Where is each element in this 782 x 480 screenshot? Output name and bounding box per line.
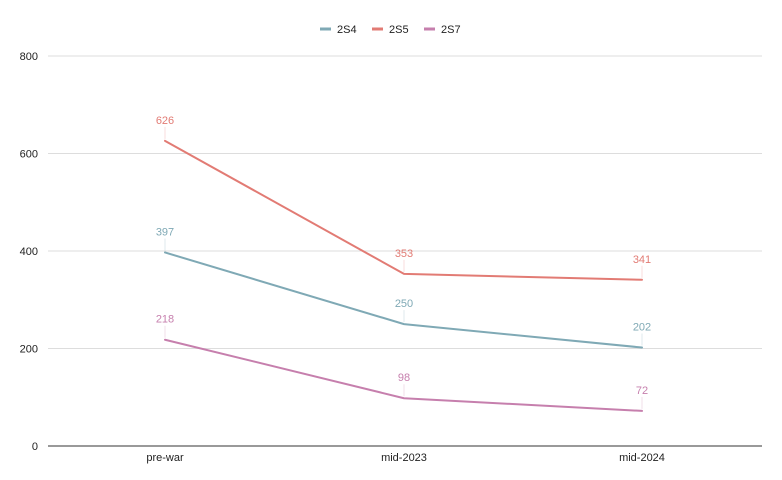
data-label-2S4-pre-war: 397 bbox=[156, 226, 174, 238]
y-tick-label-200: 200 bbox=[20, 344, 38, 356]
x-axis: pre-war mid-2023 mid-2024 bbox=[48, 445, 762, 464]
y-tick-label-0: 0 bbox=[32, 441, 38, 453]
series-lines bbox=[164, 139, 643, 412]
data-label-2S5-pre-war: 626 bbox=[156, 115, 174, 127]
y-tick-label-400: 400 bbox=[20, 246, 38, 258]
series-line-2S4 bbox=[164, 251, 643, 349]
x-tick-label-pre-war: pre-war bbox=[146, 452, 184, 464]
legend-label-2S7: 2S7 bbox=[441, 24, 461, 36]
data-label-2S5-mid-2023: 353 bbox=[395, 248, 413, 260]
series-line-2S5 bbox=[164, 139, 643, 281]
data-label-2S7-mid-2023: 98 bbox=[398, 372, 410, 384]
y-tick-label-600: 600 bbox=[20, 149, 38, 161]
legend-label-2S5: 2S5 bbox=[389, 24, 409, 36]
data-labels: 397 250 202 626 353 341 218 98 72 bbox=[156, 115, 651, 409]
y-gridlines bbox=[48, 55, 762, 349]
y-axis: 0 200 400 600 800 bbox=[20, 51, 38, 453]
legend-label-2S4: 2S4 bbox=[337, 24, 357, 36]
data-label-2S4-mid-2024: 202 bbox=[633, 322, 651, 334]
data-label-2S5-mid-2024: 341 bbox=[633, 254, 651, 266]
y-tick-label-800: 800 bbox=[20, 51, 38, 63]
series-line-2S7 bbox=[164, 338, 643, 412]
data-label-2S4-mid-2023: 250 bbox=[395, 298, 413, 310]
x-tick-label-mid-2023: mid-2023 bbox=[381, 452, 427, 464]
x-tick-label-mid-2024: mid-2024 bbox=[619, 452, 665, 464]
legend: 2S4 2S5 2S7 bbox=[320, 24, 461, 36]
data-label-2S7-pre-war: 218 bbox=[156, 314, 174, 326]
data-label-2S7-mid-2024: 72 bbox=[636, 385, 648, 397]
